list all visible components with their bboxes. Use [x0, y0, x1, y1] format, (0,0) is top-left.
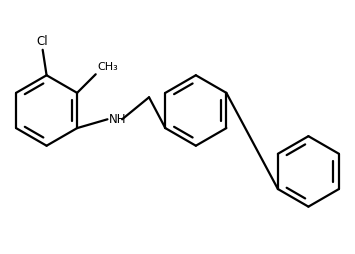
Text: Cl: Cl — [36, 35, 48, 48]
Text: NH: NH — [108, 113, 126, 126]
Text: CH₃: CH₃ — [97, 62, 118, 72]
